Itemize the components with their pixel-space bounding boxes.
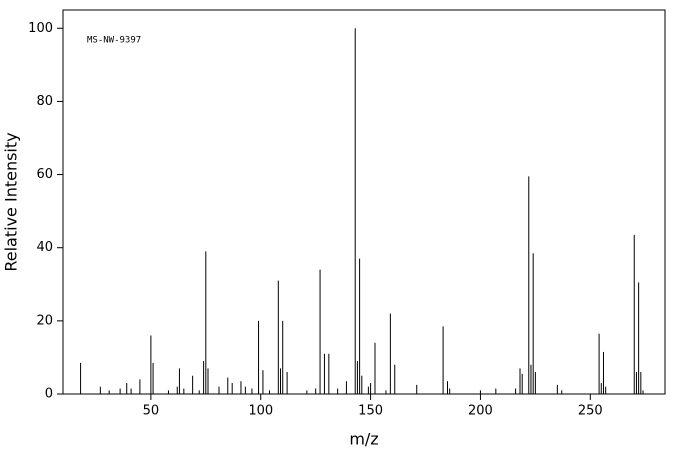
y-tick-label: 100 [28, 21, 53, 36]
x-tick-label: 250 [578, 404, 603, 419]
y-tick-label: 0 [45, 387, 53, 402]
x-axis-title: m/z [349, 430, 378, 449]
x-tick-label: 100 [248, 404, 273, 419]
y-tick-label: 60 [36, 167, 53, 182]
annotation: MS-NW-9397 [87, 36, 141, 46]
x-tick-label: 200 [468, 404, 493, 419]
y-tick-label: 20 [36, 313, 53, 328]
y-tick-label: 40 [36, 240, 53, 255]
plot-frame [62, 9, 666, 395]
y-tick-label: 80 [36, 94, 53, 109]
y-axis-title: Relative Intensity [2, 132, 21, 271]
x-tick-label: 150 [358, 404, 383, 419]
x-tick-label: 50 [143, 404, 160, 419]
